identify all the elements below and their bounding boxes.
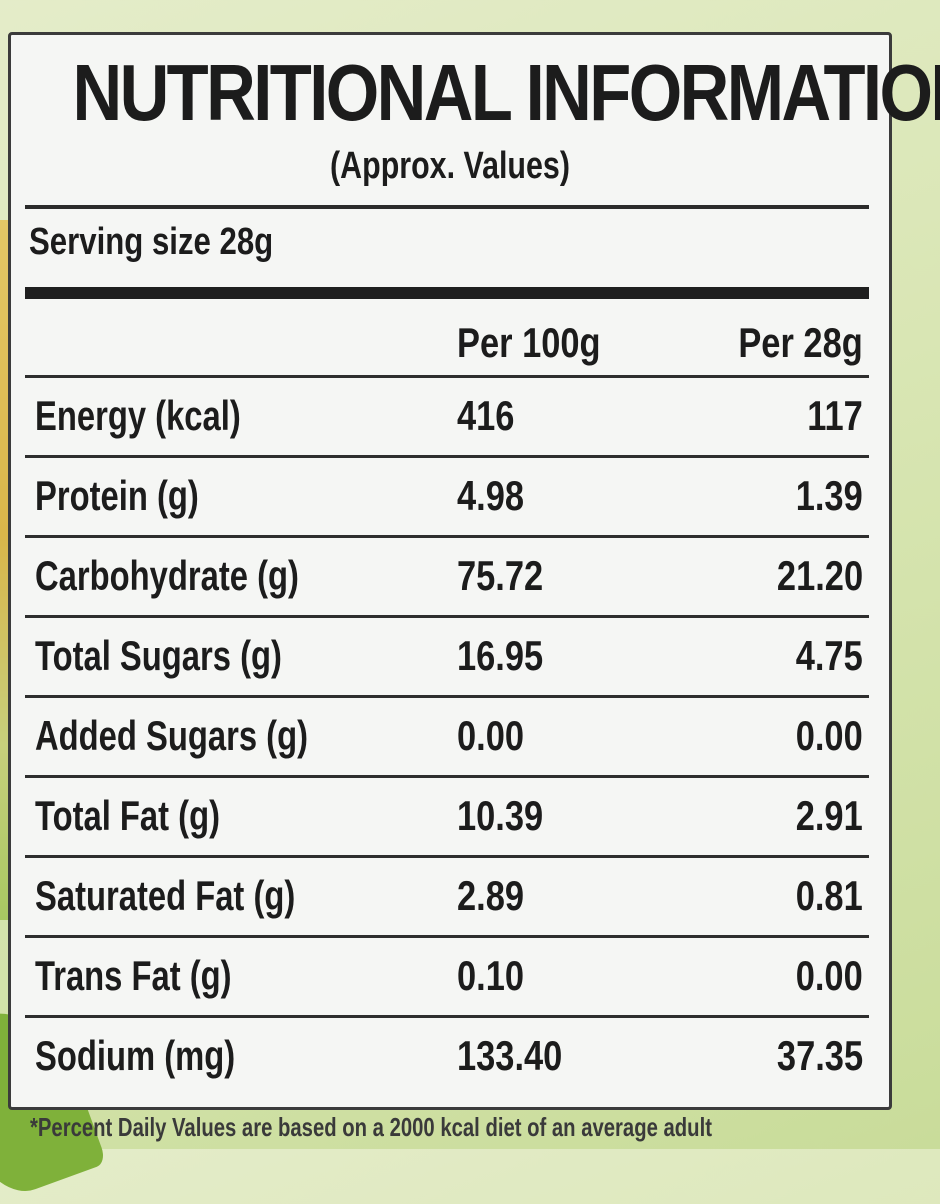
table-row: Total Sugars (g) 16.95 4.75 — [25, 615, 869, 695]
divider-thick — [25, 287, 869, 299]
value-per-28g: 0.00 — [795, 952, 863, 999]
nutrient-name: Saturated Fat (g) — [35, 872, 296, 919]
value-per-100g: 4.98 — [457, 472, 525, 519]
table-row: Carbohydrate (g) 75.72 21.20 — [25, 535, 869, 615]
nutrient-name: Total Fat (g) — [35, 792, 221, 839]
nutrition-label: NUTRITIONAL INFORMATION (Approx. Values)… — [8, 32, 940, 1110]
nutrient-name: Energy (kcal) — [35, 392, 241, 439]
table-row: Energy (kcal) 416 117 — [25, 375, 869, 455]
label-subtitle: (Approx. Values) — [330, 145, 570, 187]
value-per-100g: 2.89 — [457, 872, 525, 919]
value-per-28g: 4.75 — [795, 632, 863, 679]
table-row: Saturated Fat (g) 2.89 0.81 — [25, 855, 869, 935]
nutrient-name: Carbohydrate (g) — [35, 552, 299, 599]
value-per-100g: 0.00 — [457, 712, 525, 759]
value-per-28g: 0.00 — [795, 712, 863, 759]
label-title: NUTRITIONAL INFORMATION — [72, 48, 940, 137]
value-per-28g: 2.91 — [795, 792, 863, 839]
value-per-100g: 0.10 — [457, 952, 525, 999]
value-per-100g: 133.40 — [457, 1032, 563, 1079]
table-row: Protein (g) 4.98 1.39 — [25, 455, 869, 535]
value-per-100g: 10.39 — [457, 792, 544, 839]
serving-size: Serving size 28g — [29, 221, 274, 263]
table-row: Total Fat (g) 10.39 2.91 — [25, 775, 869, 855]
nutrient-name: Protein (g) — [35, 472, 199, 519]
daily-value-footnote: *Percent Daily Values are based on a 200… — [30, 1112, 712, 1142]
table-row: Sodium (mg) 133.40 37.35 — [25, 1015, 869, 1095]
nutrient-name: Trans Fat (g) — [35, 952, 232, 999]
value-per-100g: 16.95 — [457, 632, 544, 679]
value-per-28g: 117 — [807, 392, 863, 439]
column-header-per-28g: Per 28g — [738, 319, 863, 366]
divider — [25, 205, 869, 209]
value-per-28g: 21.20 — [776, 552, 863, 599]
table-row: Added Sugars (g) 0.00 0.00 — [25, 695, 869, 775]
nutrient-table: Energy (kcal) 416 117 Protein (g) 4.98 1… — [25, 375, 869, 1095]
value-per-100g: 75.72 — [457, 552, 544, 599]
nutrient-name: Sodium (mg) — [35, 1032, 236, 1079]
nutrient-name: Added Sugars (g) — [35, 712, 309, 759]
value-per-100g: 416 — [457, 392, 515, 439]
table-row: Trans Fat (g) 0.10 0.00 — [25, 935, 869, 1015]
value-per-28g: 0.81 — [795, 872, 863, 919]
value-per-28g: 37.35 — [776, 1032, 863, 1079]
column-header-per-100g: Per 100g — [457, 319, 601, 366]
nutrient-name: Total Sugars (g) — [35, 632, 282, 679]
value-per-28g: 1.39 — [795, 472, 863, 519]
